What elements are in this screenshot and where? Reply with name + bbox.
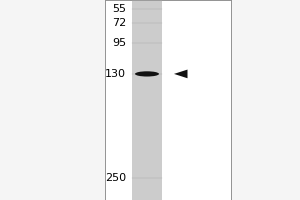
Bar (132, 0, 162, 200)
Text: 130: 130 (105, 69, 126, 79)
Text: 55: 55 (112, 4, 126, 14)
Text: 250: 250 (105, 173, 126, 183)
Text: 95: 95 (112, 38, 126, 48)
Polygon shape (174, 70, 188, 78)
Text: 72: 72 (112, 18, 126, 28)
Bar (105, 0, 231, 200)
Ellipse shape (135, 71, 159, 77)
